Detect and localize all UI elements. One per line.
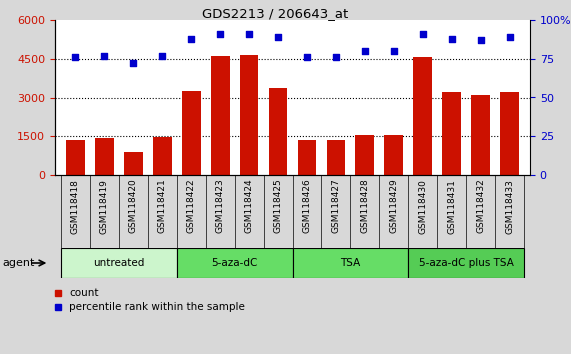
Bar — [240, 55, 259, 175]
Text: GSM118431: GSM118431 — [447, 179, 456, 234]
Text: GSM118423: GSM118423 — [216, 179, 224, 233]
Point — [476, 37, 485, 43]
Text: GSM118424: GSM118424 — [244, 179, 254, 233]
Text: GSM118420: GSM118420 — [128, 179, 138, 233]
Point — [419, 31, 428, 37]
Point — [303, 55, 312, 60]
Text: GSM118422: GSM118422 — [187, 179, 196, 233]
Bar — [292, 248, 408, 278]
Point — [71, 55, 80, 60]
Text: GSM118419: GSM118419 — [100, 179, 108, 234]
Bar — [153, 137, 171, 175]
Bar — [297, 139, 316, 175]
Text: GSM118433: GSM118433 — [505, 179, 514, 234]
Point — [187, 36, 196, 41]
Text: percentile rank within the sample: percentile rank within the sample — [69, 302, 245, 312]
Text: GSM118418: GSM118418 — [71, 179, 80, 234]
Point — [447, 36, 456, 41]
Bar — [211, 56, 230, 175]
Bar — [356, 135, 375, 175]
Text: count: count — [69, 288, 99, 298]
Point — [505, 34, 514, 40]
Point — [128, 61, 138, 66]
Bar — [61, 248, 176, 278]
Bar — [413, 57, 432, 175]
Text: GDS2213 / 206643_at: GDS2213 / 206643_at — [202, 7, 348, 21]
Text: GSM118432: GSM118432 — [476, 179, 485, 233]
Text: GSM118425: GSM118425 — [274, 179, 283, 233]
Text: untreated: untreated — [93, 258, 144, 268]
Text: GSM118421: GSM118421 — [158, 179, 167, 233]
Bar — [95, 138, 114, 175]
Bar — [443, 92, 461, 175]
Bar — [66, 140, 85, 175]
Bar — [124, 152, 143, 175]
Bar — [268, 88, 287, 175]
Text: GSM118427: GSM118427 — [331, 179, 340, 233]
Text: GSM118428: GSM118428 — [360, 179, 369, 233]
Bar — [176, 248, 292, 278]
Point — [360, 48, 369, 54]
Bar — [408, 248, 524, 278]
Text: agent: agent — [3, 258, 35, 268]
Text: GSM118429: GSM118429 — [389, 179, 399, 233]
Text: GSM118430: GSM118430 — [419, 179, 427, 234]
Point — [331, 55, 340, 60]
Text: GSM118426: GSM118426 — [303, 179, 312, 233]
Text: 5-aza-dC plus TSA: 5-aza-dC plus TSA — [419, 258, 514, 268]
Point — [389, 48, 399, 54]
Point — [274, 34, 283, 40]
Point — [215, 31, 224, 37]
Bar — [182, 91, 200, 175]
Bar — [327, 139, 345, 175]
Point — [158, 53, 167, 58]
Bar — [384, 135, 403, 175]
Text: 5-aza-dC: 5-aza-dC — [211, 258, 258, 268]
Bar — [471, 96, 490, 175]
Text: TSA: TSA — [340, 258, 360, 268]
Bar — [500, 92, 519, 175]
Point — [244, 31, 254, 37]
Point — [100, 53, 109, 58]
